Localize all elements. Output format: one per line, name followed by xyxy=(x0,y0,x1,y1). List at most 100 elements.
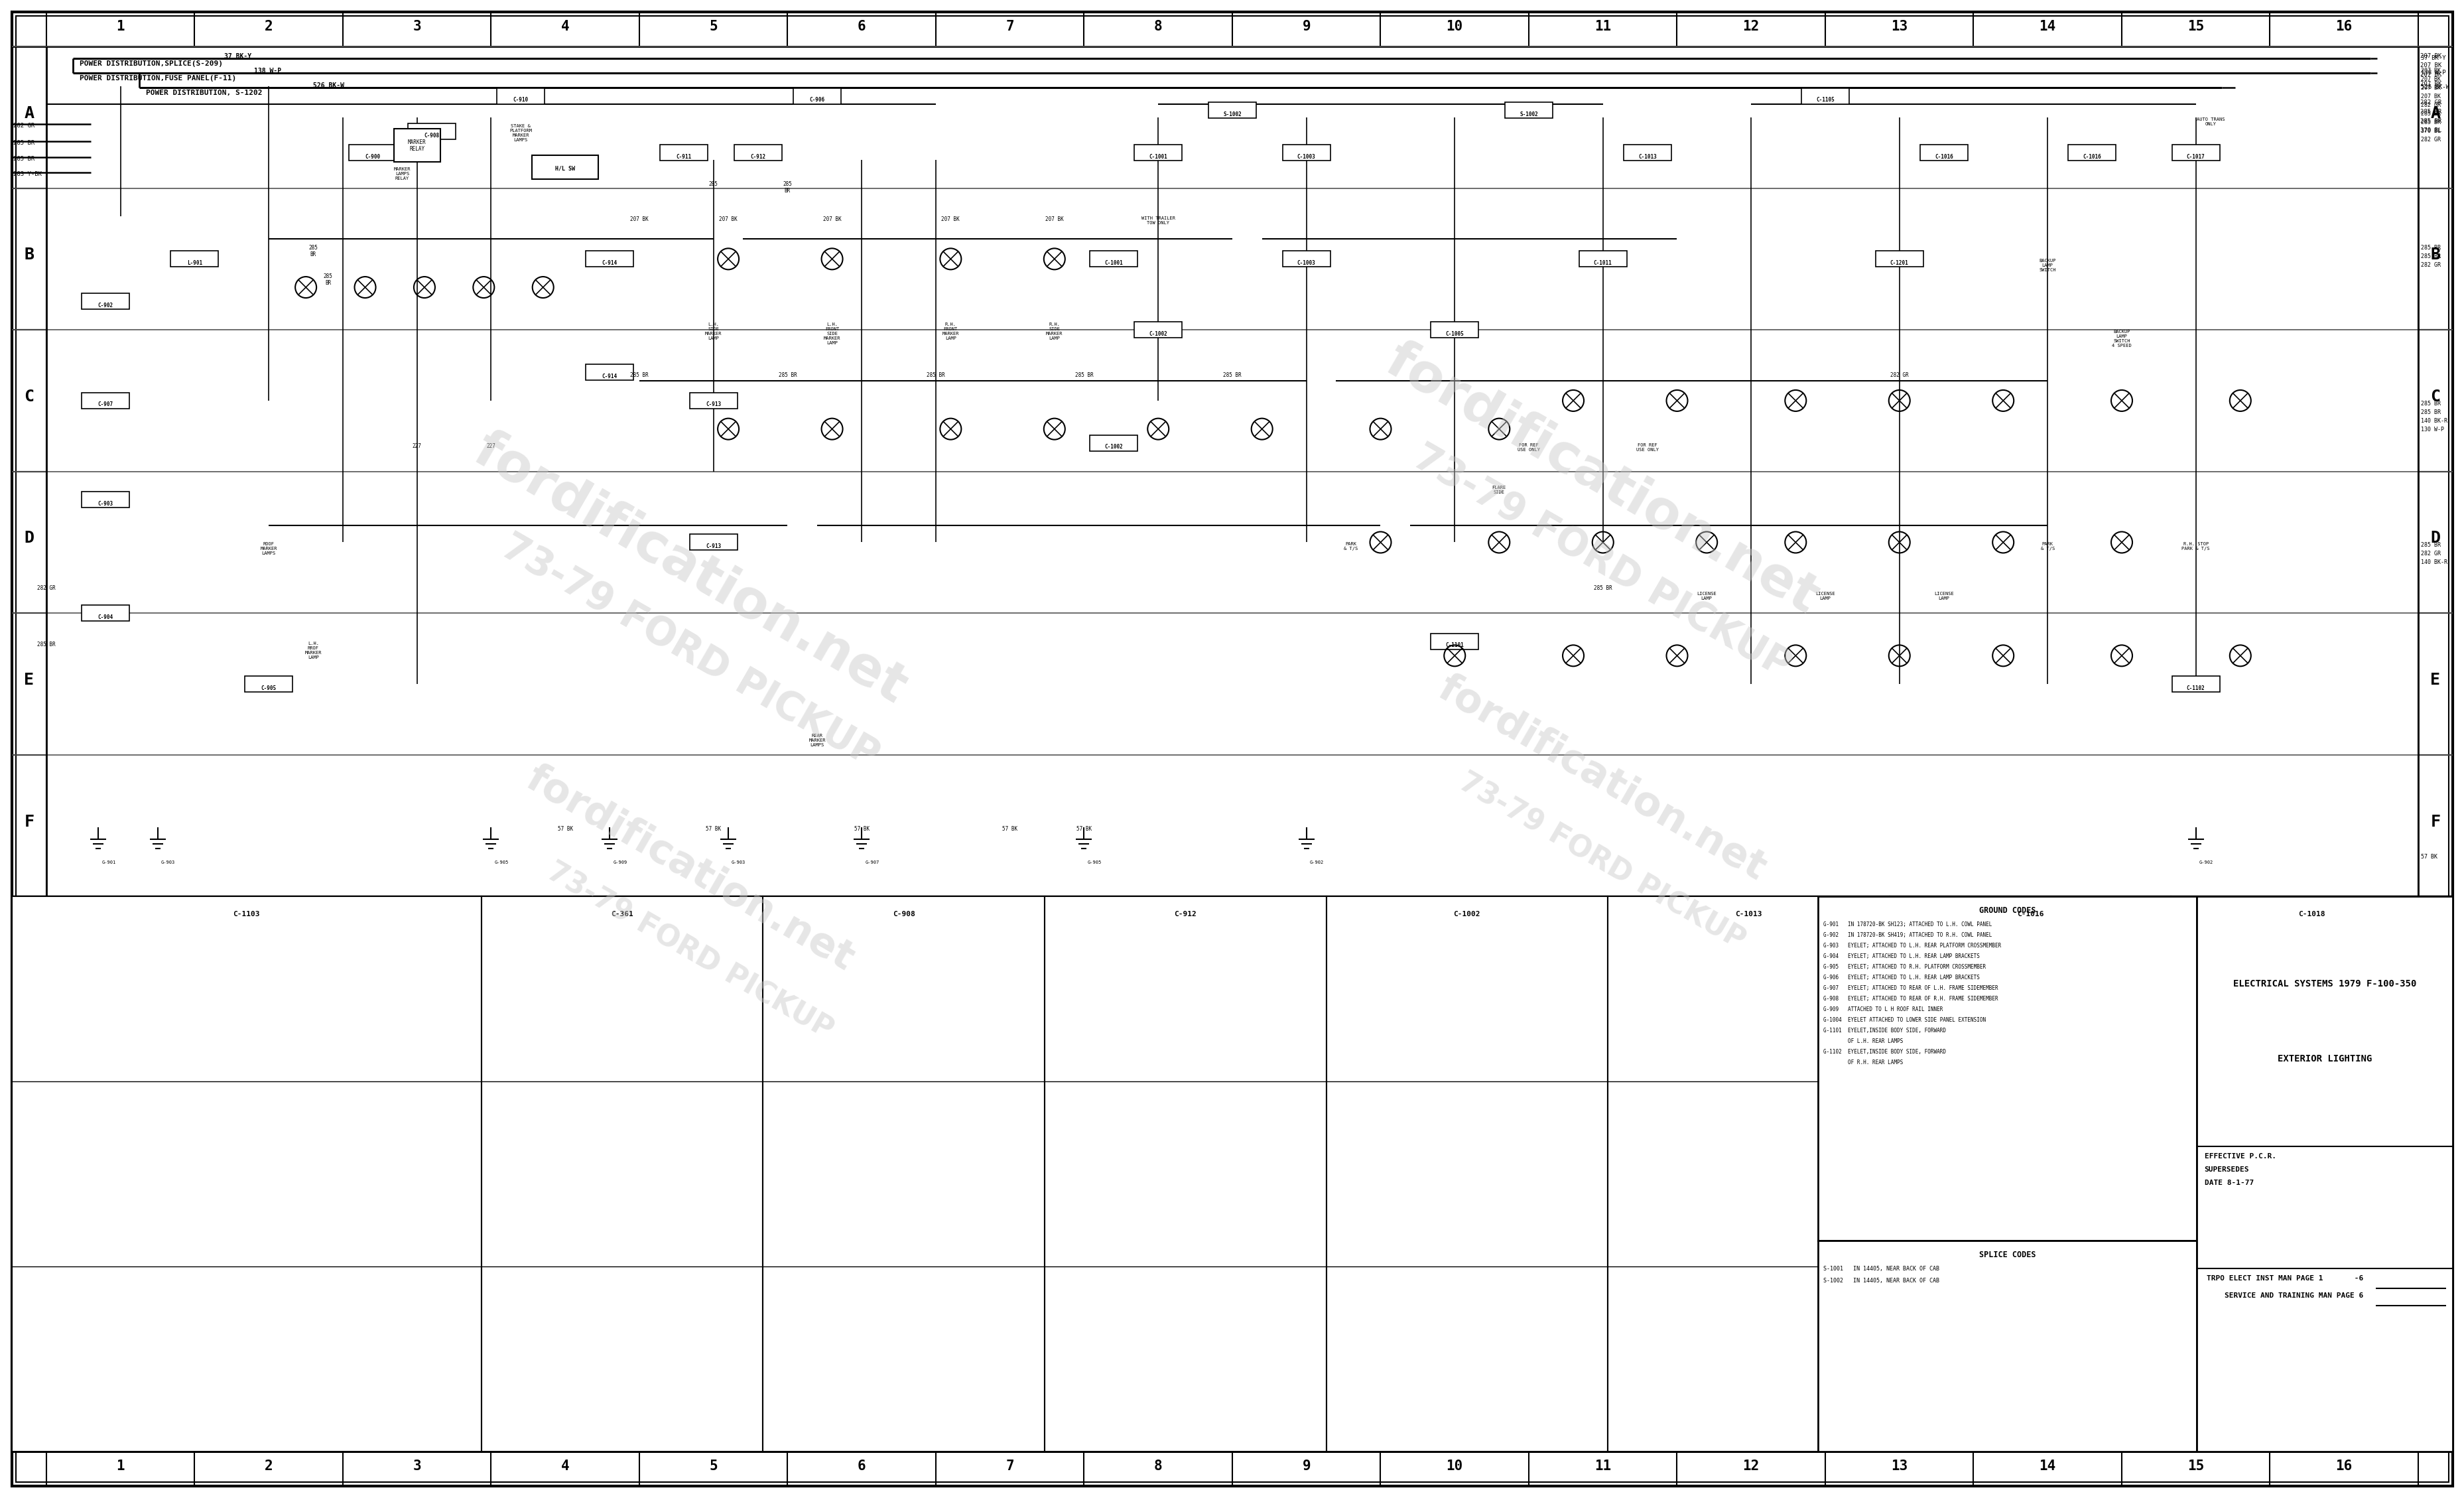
Bar xyxy=(170,252,219,267)
Bar xyxy=(532,154,599,178)
Text: LICENSE
LAMP: LICENSE LAMP xyxy=(1816,592,1836,601)
Text: C-914: C-914 xyxy=(601,373,618,379)
Text: 14: 14 xyxy=(2038,1459,2055,1473)
Text: BACKUP
LAMP
SWITCH
4 SPEED: BACKUP LAMP SWITCH 4 SPEED xyxy=(2112,330,2131,348)
Text: C-1003: C-1003 xyxy=(1296,154,1316,160)
Text: 207 BK: 207 BK xyxy=(2420,76,2439,82)
Bar xyxy=(586,252,633,267)
Text: 207 BK: 207 BK xyxy=(719,216,737,222)
Text: 2: 2 xyxy=(264,1459,274,1473)
Bar xyxy=(1089,436,1138,451)
Text: 207 BK: 207 BK xyxy=(2420,85,2439,91)
Text: 1: 1 xyxy=(116,1459,126,1473)
Text: 3: 3 xyxy=(414,1459,421,1473)
Text: 9: 9 xyxy=(1301,1459,1311,1473)
Bar xyxy=(1875,252,1922,267)
Text: 138 W-P: 138 W-P xyxy=(254,67,281,75)
Bar xyxy=(2417,330,2452,472)
Text: 285 BR: 285 BR xyxy=(2420,253,2439,259)
Text: C-1002: C-1002 xyxy=(1148,331,1168,337)
Text: 282 GR: 282 GR xyxy=(12,123,34,129)
Text: 207 BK: 207 BK xyxy=(2420,93,2439,99)
Text: 285 BR: 285 BR xyxy=(779,373,796,379)
Text: G-1101  EYELET,INSIDE BODY SIDE, FORWARD: G-1101 EYELET,INSIDE BODY SIDE, FORWARD xyxy=(1823,1028,1947,1034)
Bar xyxy=(12,755,47,896)
Text: G-909   ATTACHED TO L H ROOF RAIL INNER: G-909 ATTACHED TO L H ROOF RAIL INNER xyxy=(1823,1007,1942,1013)
Text: ELECTRICAL SYSTEMS 1979 F-100-350: ELECTRICAL SYSTEMS 1979 F-100-350 xyxy=(2232,980,2415,989)
Text: 285 BR: 285 BR xyxy=(2420,120,2439,126)
Text: 285 BR: 285 BR xyxy=(631,373,648,379)
Text: 285 BR: 285 BR xyxy=(2420,409,2439,415)
Text: C-911: C-911 xyxy=(675,154,692,160)
Bar xyxy=(734,145,781,160)
Text: A: A xyxy=(2430,105,2439,121)
Text: 57 BK: 57 BK xyxy=(1077,825,1092,831)
Text: C-903: C-903 xyxy=(99,500,113,506)
Text: C-1103: C-1103 xyxy=(234,911,261,918)
Text: L.H.
RROF
MARKER
LAMP: L.H. RROF MARKER LAMP xyxy=(306,641,323,659)
Bar xyxy=(2417,472,2452,613)
Text: 370 BL: 370 BL xyxy=(2420,127,2442,133)
Bar xyxy=(1207,102,1257,118)
Text: 282 GR: 282 GR xyxy=(2420,99,2442,105)
Text: 73-79 FORD PICKUP: 73-79 FORD PICKUP xyxy=(1454,767,1749,956)
Text: 13: 13 xyxy=(1890,19,1907,33)
Text: FOR REF
USE ONLY: FOR REF USE ONLY xyxy=(1518,443,1540,452)
Text: C-361: C-361 xyxy=(611,911,633,918)
Text: LICENSE
LAMP: LICENSE LAMP xyxy=(1695,592,1715,601)
Bar xyxy=(12,46,47,189)
Text: S-1002   IN 14405, NEAR BACK OF CAB: S-1002 IN 14405, NEAR BACK OF CAB xyxy=(1823,1278,1939,1284)
Text: G-907   EYELET; ATTACHED TO REAR OF L.H. FRAME SIDEMEMBER: G-907 EYELET; ATTACHED TO REAR OF L.H. F… xyxy=(1823,986,1998,992)
Bar xyxy=(2417,613,2452,755)
Bar xyxy=(12,330,47,472)
Text: 285
BR: 285 BR xyxy=(323,273,333,286)
Text: G-905: G-905 xyxy=(495,860,508,864)
Bar xyxy=(586,364,633,380)
Bar xyxy=(1133,145,1183,160)
Text: C-900: C-900 xyxy=(365,154,379,160)
Text: 57 BK: 57 BK xyxy=(1003,825,1018,831)
Text: 227: 227 xyxy=(485,443,495,449)
Text: POWER DISTRIBUTION,SPLICE(S-209): POWER DISTRIBUTION,SPLICE(S-209) xyxy=(79,60,222,67)
Bar xyxy=(1326,896,1607,1452)
Text: 285
BR: 285 BR xyxy=(784,181,791,193)
Text: 1: 1 xyxy=(116,19,126,33)
Text: H/L SW: H/L SW xyxy=(554,165,574,171)
Text: C-1013: C-1013 xyxy=(1735,911,1762,918)
Text: FOR REF
USE ONLY: FOR REF USE ONLY xyxy=(1636,443,1658,452)
Text: C-906: C-906 xyxy=(808,97,825,103)
Text: 526 BK-W: 526 BK-W xyxy=(313,82,345,88)
Text: 207 BK: 207 BK xyxy=(941,216,958,222)
Text: 285 BR: 285 BR xyxy=(2420,118,2442,124)
Text: S-1002: S-1002 xyxy=(1222,111,1242,117)
Text: POWER DISTRIBUTION, S-1202: POWER DISTRIBUTION, S-1202 xyxy=(145,90,261,96)
Bar xyxy=(12,472,47,613)
Text: 16: 16 xyxy=(2336,1459,2351,1473)
Text: G-903: G-903 xyxy=(732,860,747,864)
Text: 285
BR: 285 BR xyxy=(308,244,318,258)
Text: C-1003: C-1003 xyxy=(1296,261,1316,267)
Text: B: B xyxy=(25,247,34,264)
Bar xyxy=(2417,755,2452,896)
Text: C-904: C-904 xyxy=(99,614,113,620)
Text: C-1201: C-1201 xyxy=(1890,261,1907,267)
Bar xyxy=(81,294,131,310)
Text: 5: 5 xyxy=(710,19,717,33)
Text: G-905: G-905 xyxy=(1087,860,1101,864)
Text: G-902   IN 178720-BK SH419; ATTACHED TO R.H. COWL PANEL: G-902 IN 178720-BK SH419; ATTACHED TO R.… xyxy=(1823,932,1991,938)
Text: 57 BK: 57 BK xyxy=(557,825,572,831)
Text: 3: 3 xyxy=(414,19,421,33)
Text: 207 BK: 207 BK xyxy=(2420,81,2442,87)
Text: 8: 8 xyxy=(1153,1459,1163,1473)
Text: 5: 5 xyxy=(710,1459,717,1473)
Text: 138 W-P: 138 W-P xyxy=(2420,70,2444,75)
Text: C-1016: C-1016 xyxy=(1934,154,1951,160)
Text: L.H.
SIDE
MARKER
LAMP: L.H. SIDE MARKER LAMP xyxy=(705,322,722,340)
Text: C-1005: C-1005 xyxy=(1444,331,1464,337)
Bar xyxy=(2195,896,2452,1452)
Text: 15: 15 xyxy=(2188,19,2203,33)
Bar xyxy=(2417,46,2452,189)
Text: G-903   EYELET; ATTACHED TO L.H. REAR PLATFORM CROSSMEMBER: G-903 EYELET; ATTACHED TO L.H. REAR PLAT… xyxy=(1823,942,2001,948)
Text: 13: 13 xyxy=(1890,1459,1907,1473)
Text: C-905: C-905 xyxy=(261,685,276,691)
